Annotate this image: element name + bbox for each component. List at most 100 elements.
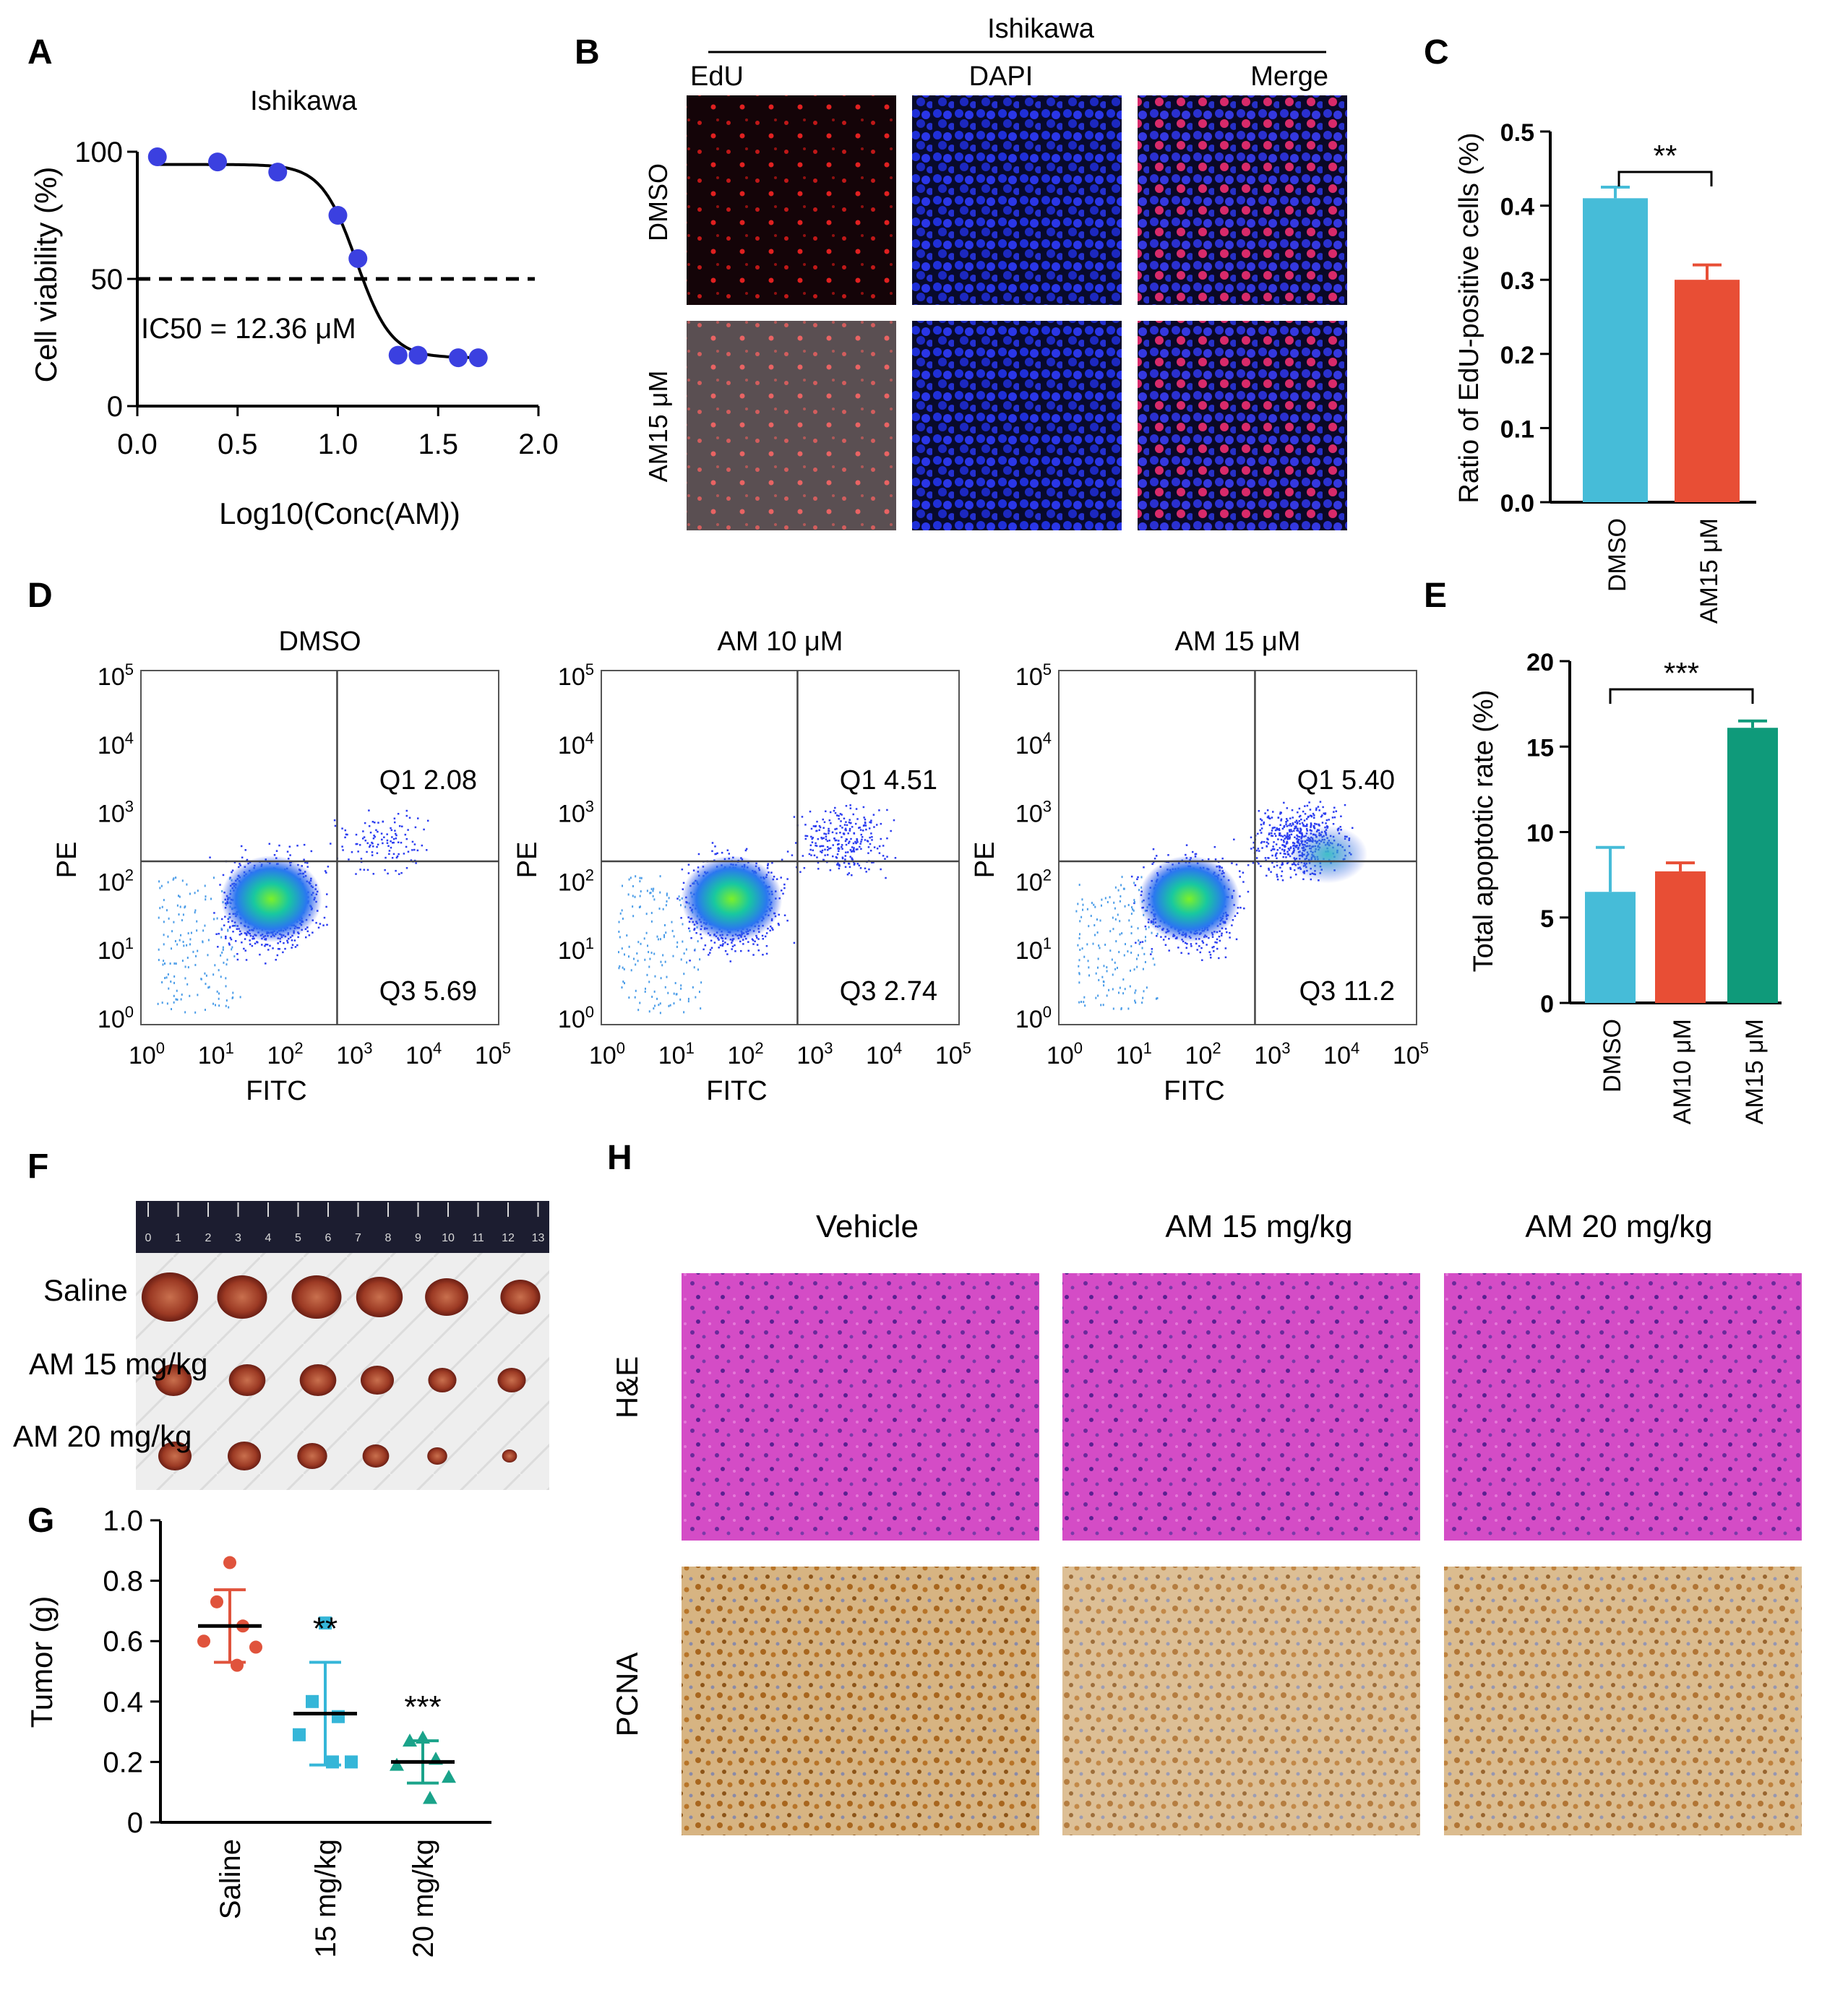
x-tick-label: 1.5 xyxy=(418,428,458,460)
y-tick-label: 10 xyxy=(1526,820,1554,848)
column-label-merge: Merge xyxy=(1250,61,1328,92)
tumor-specimen xyxy=(362,1444,390,1468)
y-tick-label: 0.6 xyxy=(103,1626,143,1658)
x-tick-label: 103 xyxy=(336,1039,372,1069)
category-label: AM15 μM xyxy=(1741,1019,1769,1124)
data-point xyxy=(306,1694,319,1708)
data-point xyxy=(208,152,227,172)
y-axis-label: Ratio of EdU-positive cells (%) xyxy=(1454,132,1484,503)
y-tick-label: 100 xyxy=(1015,1003,1052,1033)
panel-e-apoptosis: Total apoptotic rate (%) 0 5 10 15 20 DMSO AM… xyxy=(1469,649,1782,1124)
micrograph-dapi-dmso xyxy=(912,95,1122,305)
y-tick-label: 0.1 xyxy=(1500,415,1534,443)
data-point xyxy=(390,1757,404,1771)
y-tick-label: 102 xyxy=(1015,866,1052,896)
flow-plot: AM 10 μM Q1 4.51 Q3 2.74 100 100 101 101 102 102… xyxy=(512,626,971,1106)
data-point xyxy=(293,1728,306,1741)
micrograph-edu-am15 xyxy=(687,321,896,530)
panel-letter: B xyxy=(575,33,600,72)
tumor-specimen xyxy=(158,1442,192,1470)
quadrant-q1-label: Q1 4.51 xyxy=(840,765,937,796)
panel-g-tumor-weight: Tumor (g) 0 0.2 0.4 0.6 0.8 1.0 Saline ** 15 mg… xyxy=(25,1505,491,1958)
tumor-specimen xyxy=(228,1364,266,1396)
x-axis-label: FITC xyxy=(1164,1076,1224,1106)
panel-b-edu-staining: Ishikawa EdU DAPI Merge DMSO AM15 μM xyxy=(643,14,1347,530)
data-point xyxy=(231,1658,244,1672)
y-axis-label: Tumor (g) xyxy=(25,1596,59,1728)
x-tick-label: 105 xyxy=(935,1039,971,1069)
y-tick-label: 100 xyxy=(74,137,123,168)
tumor-specimen xyxy=(217,1275,267,1319)
x-tick-label: 105 xyxy=(475,1039,511,1069)
y-tick-label: 101 xyxy=(558,934,594,965)
panel-c-edu-ratio: Ratio of EdU-positive cells (%) 0.0 0.1 0.… xyxy=(1454,119,1756,624)
x-tick-label: 102 xyxy=(267,1039,304,1069)
data-point xyxy=(468,348,488,368)
y-axis-label: PE xyxy=(970,842,1000,879)
x-tick-label: 102 xyxy=(1185,1039,1221,1069)
significance-marker: ** xyxy=(313,1611,338,1646)
flow-plot: DMSO Q1 2.08 Q3 5.69 100 100 101 101 102 102 103 1… xyxy=(52,626,511,1106)
histology-pcna-am15 xyxy=(1062,1567,1420,1835)
x-axis-label: Log10(Conc(AM)) xyxy=(219,496,460,530)
tumor-specimen xyxy=(299,1364,337,1396)
group-label-am15: AM 15 mg/kg xyxy=(29,1347,207,1381)
significance-marker: *** xyxy=(1664,656,1699,690)
tumor-specimen xyxy=(356,1277,403,1317)
cell-line-label: Ishikawa xyxy=(987,14,1095,44)
y-tick-label: 103 xyxy=(98,798,134,828)
tumor-specimen xyxy=(155,1364,192,1396)
ruler-number: 4 xyxy=(265,1232,272,1244)
panel-h-histology: Vehicle AM 15 mg/kg AM 20 mg/kg H&E PCNA xyxy=(610,1209,1802,1835)
panel-d-flow-cytometry: DMSO Q1 2.08 Q3 5.69 100 100 101 101 102 102 103 1… xyxy=(52,626,1429,1106)
y-tick-label: 101 xyxy=(1015,934,1052,965)
tumor-specimen xyxy=(502,1449,517,1463)
x-tick-label: 104 xyxy=(405,1039,442,1069)
panel-letter: H xyxy=(607,1139,632,1177)
y-axis-label: Total apoptotic rate (%) xyxy=(1469,690,1499,973)
y-tick-label: 15 xyxy=(1526,734,1554,762)
x-tick-label: 100 xyxy=(589,1039,625,1069)
column-label-edu: EdU xyxy=(690,61,744,92)
x-axis-label: FITC xyxy=(246,1076,306,1106)
density-core xyxy=(220,856,322,943)
x-tick-label: 101 xyxy=(1116,1039,1152,1069)
ruler-number: 7 xyxy=(355,1232,361,1244)
x-tick-label: 1.0 xyxy=(318,428,358,460)
ruler-number: 0 xyxy=(145,1232,152,1244)
data-point xyxy=(223,1556,236,1569)
y-tick-label: 102 xyxy=(558,866,594,896)
y-tick-label: 101 xyxy=(98,934,134,965)
y-tick-label: 105 xyxy=(558,660,594,691)
x-tick-label: 104 xyxy=(866,1039,902,1069)
row-label-he: H&E xyxy=(610,1356,644,1418)
x-tick-label: 0.0 xyxy=(117,428,158,460)
ruler-number: 1 xyxy=(175,1232,181,1244)
data-point xyxy=(210,1595,223,1608)
x-tick-label: 2.0 xyxy=(518,428,559,460)
data-point xyxy=(319,1616,332,1630)
panel-letter: G xyxy=(27,1502,54,1540)
y-tick-label: 0.2 xyxy=(103,1746,143,1778)
y-tick-label: 0.8 xyxy=(103,1566,143,1598)
x-tick-label: 100 xyxy=(129,1039,165,1069)
category-label: AM15 μM xyxy=(1696,518,1723,624)
column-label-am20: AM 20 mg/kg xyxy=(1525,1209,1712,1244)
tumor-specimen xyxy=(297,1443,327,1469)
data-point xyxy=(345,1755,358,1769)
y-tick-label: 102 xyxy=(98,866,134,896)
bar xyxy=(1675,280,1740,502)
x-tick-label: 103 xyxy=(1254,1039,1290,1069)
column-label-dapi: DAPI xyxy=(969,61,1034,92)
quadrant-q1-label: Q1 5.40 xyxy=(1297,765,1395,796)
row-label-dmso: DMSO xyxy=(643,163,673,241)
y-tick-label: 103 xyxy=(1015,798,1052,828)
tumor-specimen xyxy=(500,1280,541,1314)
x-tick-label: 100 xyxy=(1047,1039,1083,1069)
data-point xyxy=(423,1791,437,1804)
ruler-number: 3 xyxy=(235,1232,241,1244)
y-tick-label: 0.3 xyxy=(1500,267,1534,295)
category-label: DMSO xyxy=(1604,518,1631,592)
column-label-vehicle: Vehicle xyxy=(816,1209,919,1244)
